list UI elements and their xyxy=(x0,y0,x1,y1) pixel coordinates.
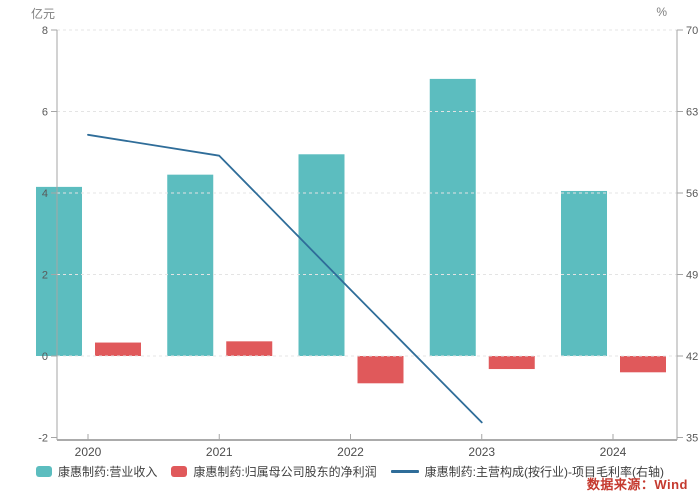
right-axis-tick-label: 35 xyxy=(686,433,698,445)
right-axis-tick-label: 42 xyxy=(686,351,698,363)
gross-margin-line xyxy=(87,133,483,424)
net-profit-bar-2023 xyxy=(488,356,535,370)
left-axis-tick-label: 2 xyxy=(42,270,48,282)
right-axis-tick-label: 56 xyxy=(686,188,698,200)
legend-item-gross-margin[interactable]: 康惠制药:主营构成(按行业)-项目毛利率(右轴) xyxy=(390,463,664,480)
x-axis-label-2020: 2020 xyxy=(75,445,102,459)
revenue-bar-2022 xyxy=(298,154,345,356)
revenue-bar-2023 xyxy=(429,78,476,357)
right-axis-tick-label: 63 xyxy=(686,107,698,119)
revenue-bar-2021 xyxy=(167,174,214,356)
legend-label-net-profit: 康惠制药:归属母公司股东的净利润 xyxy=(193,464,377,479)
x-axis-label-2024: 2024 xyxy=(600,445,627,459)
left-axis-tick-label: 6 xyxy=(42,107,48,119)
left-axis-tick-label: 8 xyxy=(42,25,48,37)
gross-margin-line-swatch xyxy=(390,469,419,473)
right-axis-tick-label: 49 xyxy=(686,270,698,282)
revenue-bar-2024 xyxy=(561,190,607,356)
x-axis-label-2022: 2022 xyxy=(337,445,364,459)
legend: 康惠制药:营业收入 康惠制药:归属母公司股东的净利润 康惠制药:主营构成(按行业… xyxy=(0,461,700,481)
left-axis-unit-label: 亿元 xyxy=(31,7,56,21)
left-axis-tick-label: -2 xyxy=(38,433,48,445)
x-axis-label-2023: 2023 xyxy=(468,445,495,459)
legend-label-gross-margin: 康惠制药:主营构成(按行业)-项目毛利率(右轴) xyxy=(424,464,664,479)
net-profit-bar-2020 xyxy=(95,342,141,356)
legend-item-revenue[interactable]: 康惠制药:营业收入 xyxy=(35,463,158,480)
net-profit-bar-2021 xyxy=(226,341,273,356)
net-profit-swatch xyxy=(171,465,188,477)
legend-label-revenue: 康惠制药:营业收入 xyxy=(57,464,158,479)
right-axis-unit-label: % xyxy=(656,5,667,19)
net-profit-bar-2024 xyxy=(620,356,666,373)
revenue-swatch xyxy=(35,465,52,477)
right-axis-tick-label: 70 xyxy=(686,25,698,37)
left-axis-tick-label: 0 xyxy=(42,351,48,363)
data-source: 数据来源：Wind xyxy=(586,477,688,492)
revenue-bar-2020 xyxy=(36,186,82,356)
legend-item-net-profit[interactable]: 康惠制药:归属母公司股东的净利润 xyxy=(171,463,377,480)
x-axis-label-2021: 2021 xyxy=(206,445,233,459)
net-profit-bar-2022 xyxy=(357,356,404,384)
left-axis-tick-label: 4 xyxy=(42,188,48,200)
